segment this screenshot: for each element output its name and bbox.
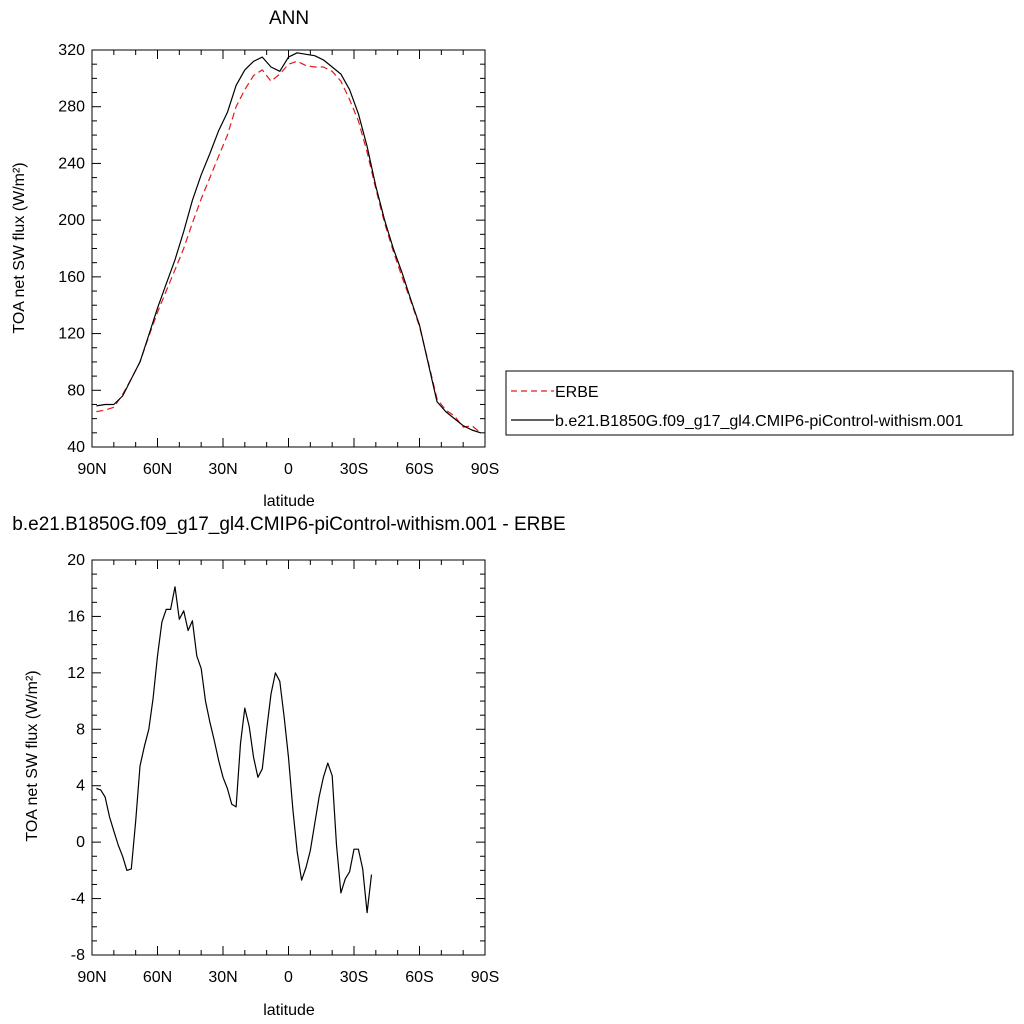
top-y-tick-label: 280 <box>58 99 85 116</box>
bottom-y-tick-label: 8 <box>76 721 85 738</box>
top-y-tick-label: 320 <box>58 42 85 59</box>
top-plot-frame <box>91 49 486 448</box>
top-series-line-0 <box>96 60 481 434</box>
bottom-x-tick-label: 60S <box>405 969 433 986</box>
top-panel: ANN latitude TOA net SW flux (W/m²) 40 80… <box>11 8 499 510</box>
top-y-axis-label: TOA net SW flux (W/m²) <box>11 162 28 333</box>
top-y-tick-label: 160 <box>58 269 85 286</box>
top-y-tick-label: 40 <box>67 439 85 456</box>
bottom-x-tick-label: 90N <box>77 969 106 986</box>
bottom-x-axis-label: latitude <box>263 1002 315 1019</box>
legend-label-model: b.e21.B1850G.f09_g17_gl4.CMIP6-piControl… <box>555 413 963 430</box>
bottom-y-tick-label: 16 <box>67 608 85 625</box>
bottom-y-tick-label: 12 <box>67 665 85 682</box>
bottom-chart-title: b.e21.B1850G.f09_g17_gl4.CMIP6-piControl… <box>12 514 565 535</box>
bottom-panel: b.e21.B1850G.f09_g17_gl4.CMIP6-piControl… <box>12 514 565 1019</box>
top-y-tick-label: 200 <box>58 212 85 229</box>
top-legend: ERBE b.e21.B1850G.f09_g17_gl4.CMIP6-piCo… <box>505 370 1014 436</box>
top-x-axis-label: latitude <box>263 493 315 510</box>
top-y-tick-label: 120 <box>58 326 85 343</box>
legend-label-erbe: ERBE <box>555 384 599 401</box>
top-x-tick-label: 30S <box>340 461 368 478</box>
top-x-tick-label: 0 <box>284 461 293 478</box>
bottom-series-line-0 <box>96 586 373 914</box>
bottom-y-tick-label: -8 <box>71 947 85 964</box>
top-x-tick-label: 30N <box>208 461 237 478</box>
bottom-y-tick-label: -4 <box>71 891 85 908</box>
bottom-plot-frame <box>91 559 486 956</box>
bottom-x-tick-label: 30N <box>208 969 237 986</box>
bottom-y-tick-label: 0 <box>76 834 85 851</box>
bottom-x-tick-label: 30S <box>340 969 368 986</box>
bottom-x-tick-label: 90S <box>471 969 499 986</box>
bottom-y-tick-label: 4 <box>76 778 85 795</box>
bottom-y-axis-label: TOA net SW flux (W/m²) <box>24 670 41 841</box>
bottom-x-tick-label: 0 <box>284 969 293 986</box>
legend-box <box>505 370 1014 436</box>
top-y-tick-label: 80 <box>67 382 85 399</box>
top-chart-title: ANN <box>269 8 309 29</box>
top-x-tick-label: 90N <box>77 461 106 478</box>
top-x-tick-label: 60S <box>405 461 433 478</box>
top-x-tick-label: 90S <box>471 461 499 478</box>
top-x-tick-label: 60N <box>143 461 172 478</box>
bottom-y-tick-label: 20 <box>67 552 85 569</box>
top-series-line-1 <box>96 52 481 434</box>
bottom-x-tick-label: 60N <box>143 969 172 986</box>
top-y-tick-label: 240 <box>58 155 85 172</box>
